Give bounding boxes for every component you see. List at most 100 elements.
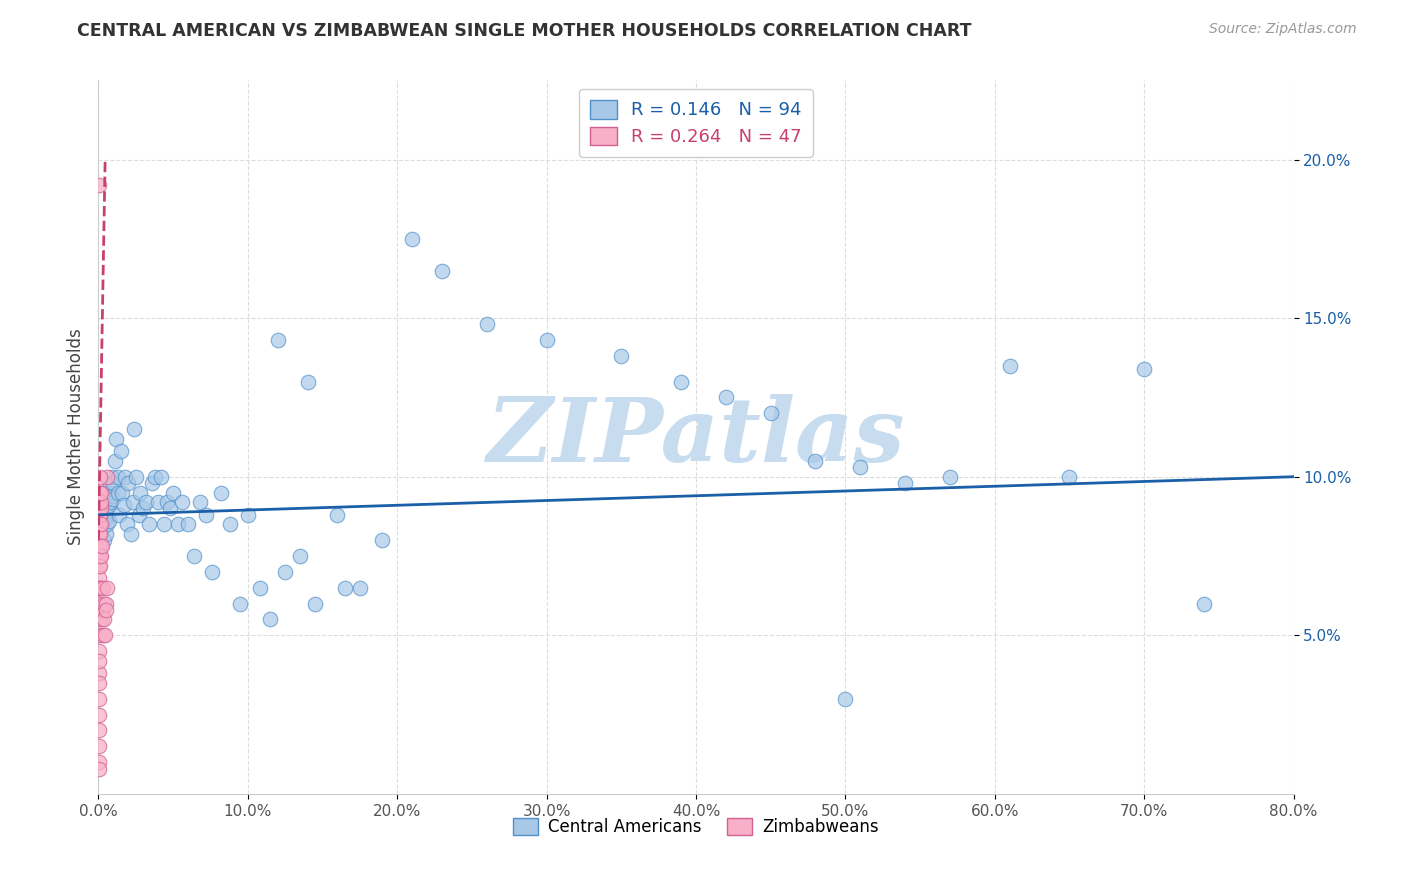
- Point: [104, 454, 127, 468]
- Point: [89, 501, 111, 516]
- Point: [121, 495, 143, 509]
- Point: [288, 549, 311, 563]
- Point: [156, 495, 179, 509]
- Text: CENTRAL AMERICAN VS ZIMBABWEAN SINGLE MOTHER HOUSEHOLDS CORRELATION CHART: CENTRAL AMERICAN VS ZIMBABWEAN SINGLE MO…: [77, 22, 972, 40]
- Point: [94, 603, 117, 617]
- Point: [89, 501, 111, 516]
- Point: [89, 723, 111, 738]
- Point: [236, 508, 259, 522]
- Point: [89, 549, 111, 563]
- Point: [111, 485, 134, 500]
- Point: [98, 476, 122, 491]
- Point: [188, 495, 211, 509]
- Point: [172, 495, 194, 509]
- Point: [89, 526, 111, 541]
- Point: [87, 691, 110, 706]
- Point: [89, 485, 111, 500]
- Point: [297, 375, 319, 389]
- Point: [97, 514, 120, 528]
- Point: [89, 508, 111, 522]
- Point: [90, 517, 112, 532]
- Point: [89, 739, 111, 754]
- Point: [1133, 362, 1156, 376]
- Point: [125, 469, 148, 483]
- Point: [87, 501, 110, 516]
- Point: [89, 628, 111, 642]
- Point: [87, 178, 110, 192]
- Point: [93, 508, 115, 522]
- Point: [333, 581, 356, 595]
- Point: [94, 501, 117, 516]
- Point: [90, 508, 112, 522]
- Point: [94, 526, 117, 541]
- Point: [101, 469, 124, 483]
- Point: [96, 469, 118, 483]
- Point: [132, 501, 155, 516]
- Point: [89, 540, 111, 554]
- Point: [96, 508, 118, 522]
- Point: [150, 469, 173, 483]
- Point: [153, 517, 176, 532]
- Point: [93, 533, 115, 548]
- Point: [94, 511, 117, 525]
- Point: [96, 517, 118, 532]
- Point: [97, 498, 120, 512]
- Point: [274, 565, 297, 579]
- Point: [89, 508, 111, 522]
- Point: [96, 491, 118, 506]
- Point: [91, 485, 114, 500]
- Point: [89, 526, 111, 541]
- Point: [401, 232, 423, 246]
- Point: [87, 540, 110, 554]
- Point: [87, 558, 110, 573]
- Point: [110, 444, 132, 458]
- Point: [536, 334, 558, 348]
- Point: [105, 432, 128, 446]
- Point: [93, 597, 115, 611]
- Point: [849, 460, 872, 475]
- Point: [371, 533, 394, 548]
- Point: [87, 666, 110, 681]
- Point: [112, 498, 135, 512]
- Point: [93, 491, 115, 506]
- Point: [166, 517, 188, 532]
- Point: [229, 597, 252, 611]
- Point: [103, 476, 125, 491]
- Point: [259, 612, 281, 626]
- Point: [90, 581, 112, 595]
- Point: [93, 581, 115, 595]
- Point: [90, 603, 112, 617]
- Point: [91, 514, 114, 528]
- Point: [87, 644, 110, 658]
- Point: [87, 517, 110, 532]
- Point: [107, 469, 129, 483]
- Point: [108, 508, 131, 522]
- Point: [87, 581, 110, 595]
- Point: [87, 508, 110, 522]
- Point: [94, 628, 117, 642]
- Point: [93, 612, 115, 626]
- Point: [349, 581, 371, 595]
- Point: [209, 485, 232, 500]
- Point: [249, 581, 271, 595]
- Point: [714, 391, 737, 405]
- Point: [94, 597, 117, 611]
- Point: [195, 508, 218, 522]
- Point: [1192, 597, 1215, 611]
- Point: [89, 485, 111, 500]
- Point: [90, 495, 112, 509]
- Point: [89, 517, 111, 532]
- Point: [201, 565, 224, 579]
- Point: [96, 581, 118, 595]
- Point: [183, 549, 205, 563]
- Point: [162, 485, 184, 500]
- Text: ZIPatlas: ZIPatlas: [488, 394, 904, 480]
- Point: [304, 597, 326, 611]
- Point: [91, 498, 114, 512]
- Point: [107, 485, 129, 500]
- Point: [89, 517, 111, 532]
- Point: [669, 375, 692, 389]
- Point: [89, 762, 111, 776]
- Point: [87, 495, 110, 509]
- Point: [87, 597, 110, 611]
